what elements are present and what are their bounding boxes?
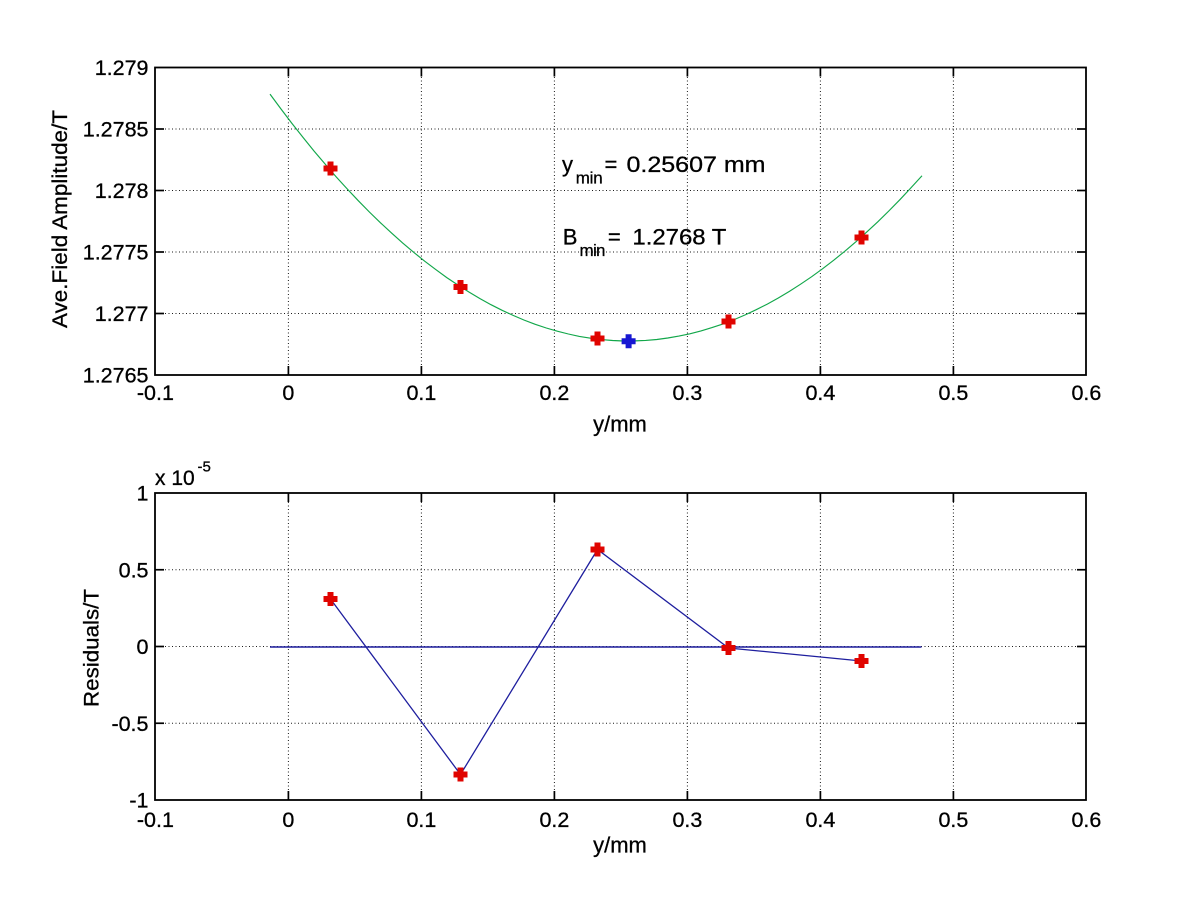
svg-text:min: min	[580, 241, 606, 260]
svg-text:Residuals/T: Residuals/T	[80, 589, 104, 707]
svg-text:0.2: 0.2	[539, 808, 569, 832]
svg-text:0.5: 0.5	[938, 381, 968, 405]
svg-text:1.278: 1.278	[95, 179, 149, 203]
svg-text:1.2775: 1.2775	[83, 241, 149, 265]
svg-text:1.279: 1.279	[95, 56, 149, 80]
svg-text:0.6: 0.6	[1071, 381, 1101, 405]
svg-text:Ave.Field Amplitude/T: Ave.Field Amplitude/T	[48, 110, 72, 328]
svg-text:1.2768 T: 1.2768 T	[632, 225, 726, 250]
svg-text:0.3: 0.3	[672, 381, 702, 405]
svg-text:y/mm: y/mm	[593, 412, 647, 437]
svg-text:0.4: 0.4	[805, 808, 835, 832]
svg-text:-5: -5	[198, 459, 211, 476]
svg-text:min: min	[576, 169, 603, 188]
svg-text:0.2: 0.2	[539, 381, 569, 405]
svg-text:0.5: 0.5	[119, 558, 149, 582]
svg-text:=: =	[605, 152, 618, 177]
svg-text:0: 0	[282, 381, 294, 405]
svg-text:0.3: 0.3	[672, 808, 702, 832]
svg-text:-0.5: -0.5	[111, 712, 148, 736]
svg-text:0.25607 mm: 0.25607 mm	[627, 152, 766, 177]
svg-text:1: 1	[137, 482, 149, 506]
svg-text:=: =	[608, 225, 621, 250]
svg-text:y: y	[562, 152, 573, 177]
svg-text:-0.1: -0.1	[137, 808, 174, 832]
svg-text:x 10: x 10	[155, 467, 195, 490]
svg-text:y/mm: y/mm	[593, 833, 647, 858]
svg-text:0.1: 0.1	[406, 808, 436, 832]
svg-text:0.5: 0.5	[938, 808, 968, 832]
svg-text:1.277: 1.277	[95, 302, 149, 326]
svg-text:0: 0	[137, 635, 149, 659]
svg-text:1.2765: 1.2765	[83, 364, 149, 388]
svg-text:0.6: 0.6	[1071, 808, 1101, 832]
svg-text:B: B	[563, 225, 578, 250]
svg-text:0.4: 0.4	[805, 381, 835, 405]
svg-text:-0.1: -0.1	[137, 381, 174, 405]
svg-text:-1: -1	[129, 789, 148, 813]
svg-text:0: 0	[282, 808, 294, 832]
svg-text:1.2785: 1.2785	[83, 118, 149, 142]
svg-text:0.1: 0.1	[406, 381, 436, 405]
